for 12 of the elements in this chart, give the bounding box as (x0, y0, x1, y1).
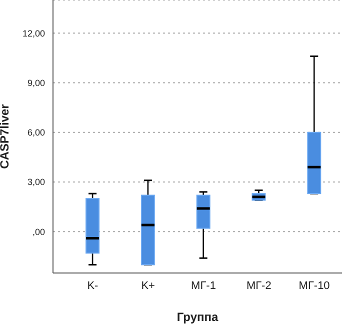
x-tick-label: МГ-10 (298, 280, 330, 292)
y-tick-label: 12,00 (22, 28, 45, 38)
y-axis-title: CASP7liver (0, 104, 12, 169)
x-tick-label: K+ (141, 280, 155, 292)
x-tick-label: МГ-2 (246, 280, 272, 292)
y-tick-label: 6,00 (27, 128, 45, 138)
x-tick-label: K- (87, 280, 99, 292)
x-tick-label: МГ-1 (191, 280, 216, 292)
y-tick-label: 9,00 (27, 78, 45, 88)
x-axis-title: Группа (176, 310, 218, 324)
y-tick-label: 3,00 (27, 177, 45, 188)
y-tick-label: ,00 (32, 226, 45, 237)
